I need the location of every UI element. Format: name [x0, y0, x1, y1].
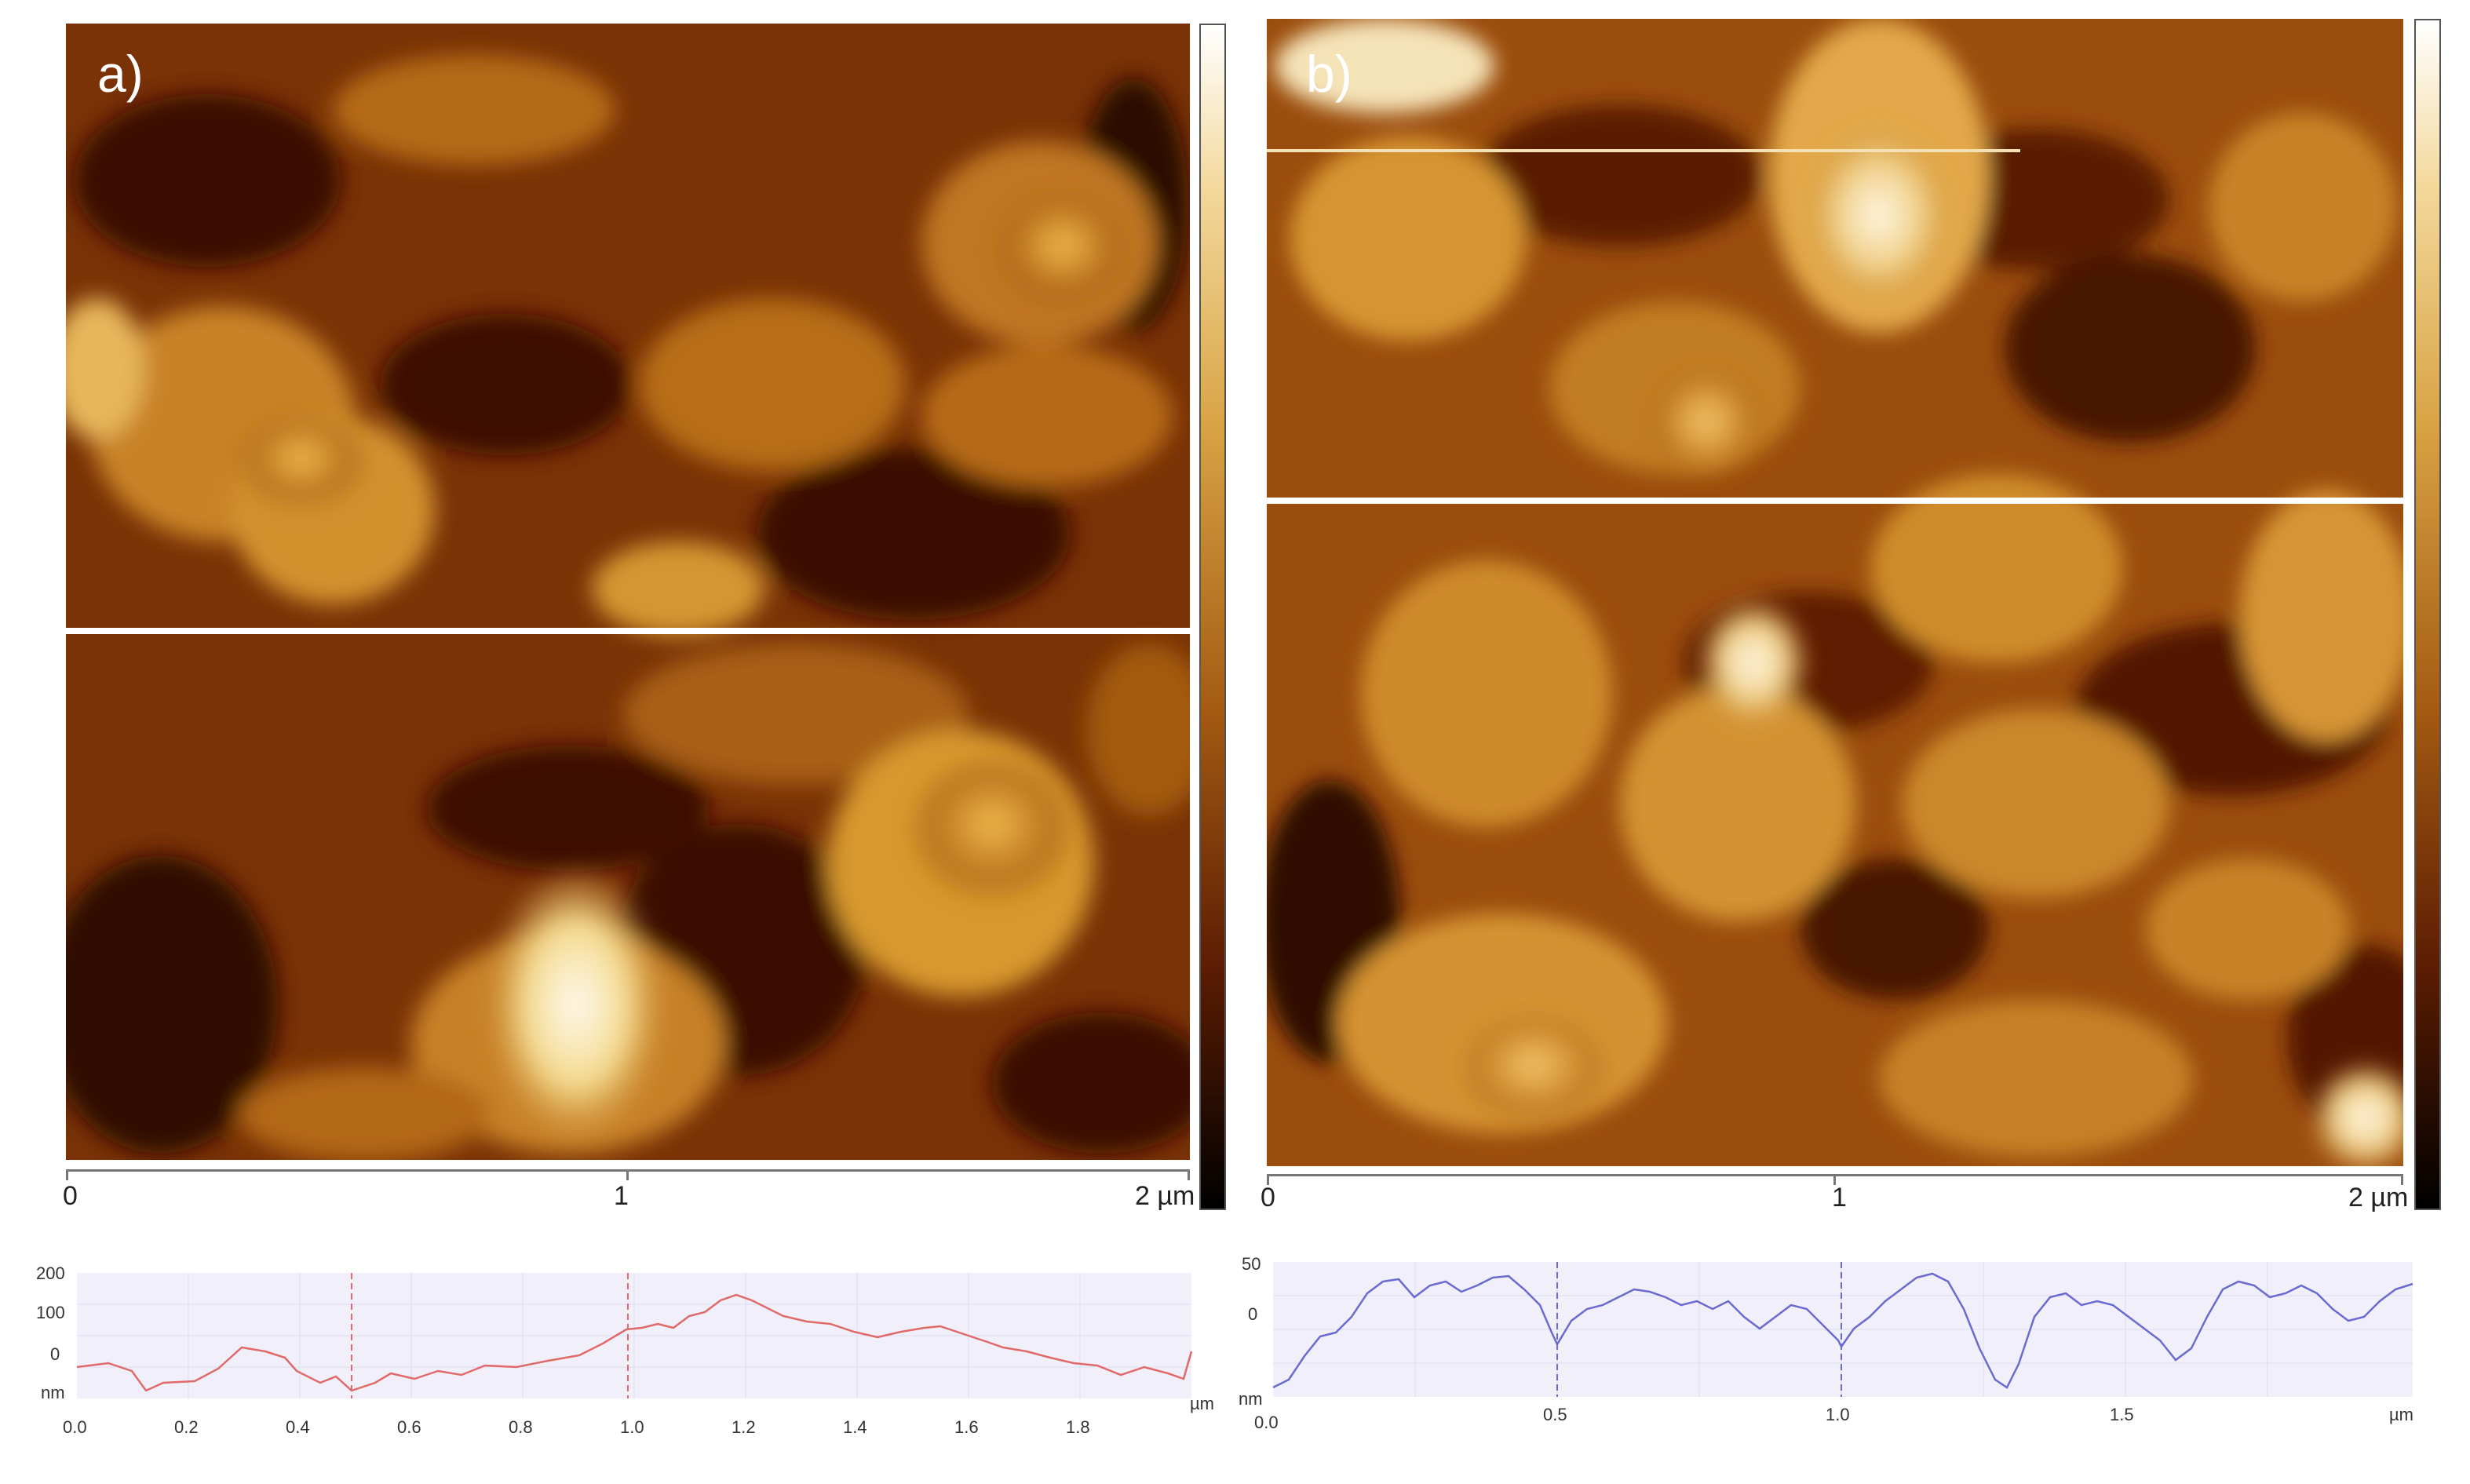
- profile-b-xunit: µm: [2389, 1405, 2414, 1424]
- afm-topography-b: [1267, 19, 2403, 1166]
- profile-a-xtick-8: 1.6: [954, 1417, 979, 1437]
- height-profile-a: [76, 1273, 1193, 1398]
- scale-bar-a: [66, 1169, 1190, 1183]
- panel-label-b: b): [1306, 45, 1352, 103]
- afm-image-a: [66, 24, 1190, 1160]
- profile-b-xtick-1: 0.5: [1543, 1405, 1567, 1424]
- profile-a-ytick-100: 100: [36, 1303, 65, 1322]
- scale-start-a: 0: [63, 1181, 78, 1211]
- profile-a-xtick-5: 1.0: [620, 1417, 644, 1437]
- scale-mid-a: 1: [614, 1181, 629, 1211]
- scale-start-b: 0: [1261, 1183, 1275, 1212]
- profile-a-ytick-200: 200: [36, 1263, 65, 1283]
- profile-a-xtick-1: 0.2: [174, 1417, 199, 1437]
- panel-label-a: a): [97, 45, 144, 103]
- profile-curve-a: [76, 1293, 1193, 1392]
- profile-curve-b: [1272, 1272, 2413, 1389]
- profile-a-xtick-4: 0.8: [509, 1417, 533, 1437]
- scale-end-b: 2 µm: [2348, 1183, 2409, 1212]
- profile-b-ytick-0: 0: [1248, 1304, 1258, 1324]
- profile-a-xtick-2: 0.4: [286, 1417, 310, 1437]
- profile-a-yunit: nm: [41, 1383, 65, 1402]
- profile-a-xtick-9: 1.8: [1066, 1417, 1090, 1437]
- profile-line-b: [1267, 498, 2403, 504]
- profile-b-xtick-0: 0.0: [1254, 1413, 1279, 1432]
- height-colorbar-a: [1199, 24, 1226, 1210]
- scale-end-a: 2 µm: [1135, 1181, 1195, 1211]
- height-colorbar-b: [2414, 19, 2441, 1210]
- profile-a-xtick-0: 0.0: [63, 1417, 87, 1437]
- afm-image-b: [1267, 19, 2403, 1166]
- profile-a-xtick-6: 1.2: [732, 1417, 756, 1437]
- profile-b-ytick-50: 50: [1242, 1254, 1261, 1274]
- profile-a-xtick-3: 0.6: [397, 1417, 421, 1437]
- profile-a-ytick-0: 0: [50, 1344, 60, 1364]
- scale-bar-b: [1267, 1174, 2403, 1187]
- afm-topography-a: [66, 24, 1190, 1160]
- profile-plot-a: [76, 1273, 1193, 1398]
- profile-b-xtick-2: 1.0: [1826, 1405, 1850, 1424]
- profile-b-xtick-3: 1.5: [2110, 1405, 2134, 1424]
- profile-line-a: [66, 628, 1190, 634]
- profile-b-yunit: nm: [1239, 1389, 1263, 1409]
- scale-mid-b: 1: [1832, 1183, 1847, 1212]
- profile-plot-b: [1272, 1262, 2413, 1397]
- scan-artifact-b: [1267, 149, 2020, 152]
- profile-a-xunit: µm: [1190, 1394, 1215, 1413]
- height-profile-b: [1272, 1262, 2413, 1397]
- profile-a-xtick-7: 1.4: [843, 1417, 867, 1437]
